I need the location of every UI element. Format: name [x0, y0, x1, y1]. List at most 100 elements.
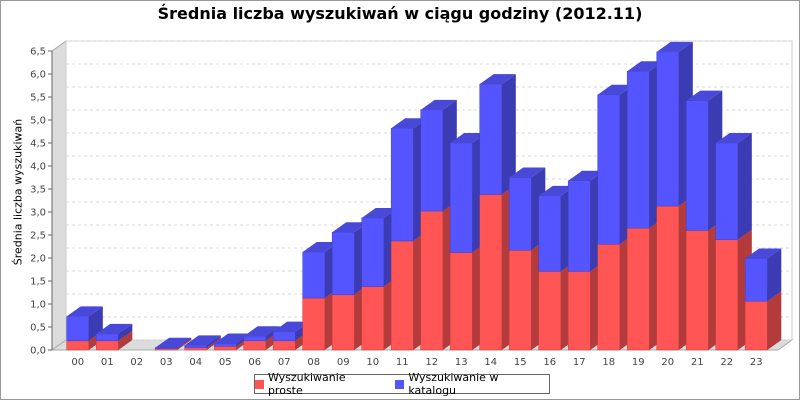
bar-top [361, 207, 398, 218]
bar-top [509, 167, 546, 178]
bar-proste [567, 271, 591, 351]
bar-katalog [66, 316, 90, 342]
bar-proste [213, 346, 237, 351]
bar-proste [685, 230, 709, 351]
x-tick-label: 07 [278, 357, 291, 368]
legend-item-series-1: Wyszukiwanie proste [255, 371, 383, 397]
chart-side-wall [51, 40, 67, 351]
bar-katalog [213, 343, 237, 347]
legend-label-series-2: Wyszukiwanie w katalogu [408, 371, 499, 397]
y-tick-label: 2,0 [30, 254, 46, 265]
legend-item-series-2: Wyszukiwanie w katalogu [395, 371, 549, 397]
y-tick-label: 1,0 [30, 300, 46, 311]
x-tick-label: 15 [514, 357, 527, 368]
bar-proste [508, 249, 532, 351]
y-tick-label: 0,0 [30, 346, 46, 357]
bar-katalog [95, 333, 119, 342]
bar-top [745, 248, 782, 259]
bar-katalog [567, 180, 591, 272]
bar-katalog [538, 195, 562, 272]
bar-top [627, 61, 664, 72]
x-tick-label: 17 [573, 357, 586, 368]
y-tick-label: 1,5 [30, 277, 46, 288]
bar-side [206, 335, 221, 348]
bar-proste [184, 347, 208, 351]
y-tick-label: 4,0 [30, 162, 46, 173]
bar-katalog [508, 177, 532, 251]
bar-proste [390, 240, 414, 351]
bar-top [273, 321, 310, 332]
bar-top [96, 323, 133, 334]
bar-katalog [272, 331, 296, 342]
bar-katalog [744, 258, 768, 302]
x-tick-label: 02 [130, 357, 143, 368]
bar-top [479, 74, 516, 85]
bar-top [597, 84, 634, 95]
legend-swatch-series-1 [255, 379, 264, 389]
bar-proste [538, 271, 562, 351]
bar-katalog [184, 345, 208, 348]
bar-side [118, 330, 133, 350]
y-tick-label: 4,5 [30, 139, 46, 150]
bar-katalog [154, 347, 178, 349]
bar-top [568, 170, 605, 181]
bar-proste [626, 227, 650, 351]
bar-katalog [420, 109, 444, 212]
bar-top [450, 133, 487, 143]
bar-top [715, 133, 752, 143]
x-tick-label: 01 [101, 357, 114, 368]
x-tick-label: 21 [691, 357, 704, 368]
y-tick-label: 5,0 [30, 116, 46, 127]
bar-proste [479, 194, 503, 351]
bar-proste [420, 210, 444, 351]
bar-proste [744, 300, 768, 351]
bar-proste [597, 243, 621, 351]
legend-label-series-1: Wyszukiwanie proste [267, 371, 346, 397]
bar-side [737, 133, 752, 240]
y-tick-label: 2,5 [30, 231, 46, 242]
x-tick-label: 14 [484, 357, 497, 368]
bar-katalog [656, 51, 680, 207]
x-tick-label: 05 [219, 357, 232, 368]
x-tick-label: 06 [248, 357, 261, 368]
bar-top [243, 326, 280, 337]
x-tick-label: 03 [160, 357, 173, 368]
bar-katalog [243, 335, 267, 342]
bar-side [177, 338, 192, 350]
bar-top [155, 337, 192, 348]
chart-legend: Wyszukiwanie proste Wyszukiwanie w katal… [254, 371, 550, 397]
x-tick-label: 16 [543, 357, 556, 368]
bar-side [177, 337, 192, 349]
x-tick-label: 18 [602, 357, 615, 368]
x-tick-label: 22 [720, 357, 733, 368]
chart-title: Średnia liczba wyszukiwań w ciągu godzin… [157, 4, 643, 23]
bar-top [214, 333, 251, 344]
y-tick-label: 3,0 [30, 208, 46, 219]
y-tick-label: 3,5 [30, 185, 46, 196]
bar-proste [66, 340, 90, 351]
bar-top [302, 242, 339, 253]
bar-proste [656, 205, 680, 351]
x-tick-label: 20 [661, 357, 674, 368]
bar-katalog [449, 142, 473, 253]
x-tick-label: 12 [425, 357, 438, 368]
x-tick-label: 04 [189, 357, 202, 368]
bar-top [332, 222, 369, 233]
bar-top [184, 335, 221, 346]
bar-katalog [302, 251, 326, 299]
bar-proste [331, 294, 355, 351]
bar-top [66, 306, 103, 317]
bar-top [538, 185, 575, 196]
bar-proste [272, 340, 296, 351]
bar-katalog [331, 231, 355, 296]
bar-proste [302, 297, 326, 351]
bar-side [767, 248, 782, 302]
bar-side [118, 323, 133, 341]
bar-katalog [715, 142, 739, 240]
bar-top [391, 118, 428, 129]
bar-top [686, 90, 723, 101]
x-tick-label: 10 [366, 357, 379, 368]
bar-katalog [361, 217, 385, 287]
y-tick-label: 0,5 [30, 323, 46, 334]
